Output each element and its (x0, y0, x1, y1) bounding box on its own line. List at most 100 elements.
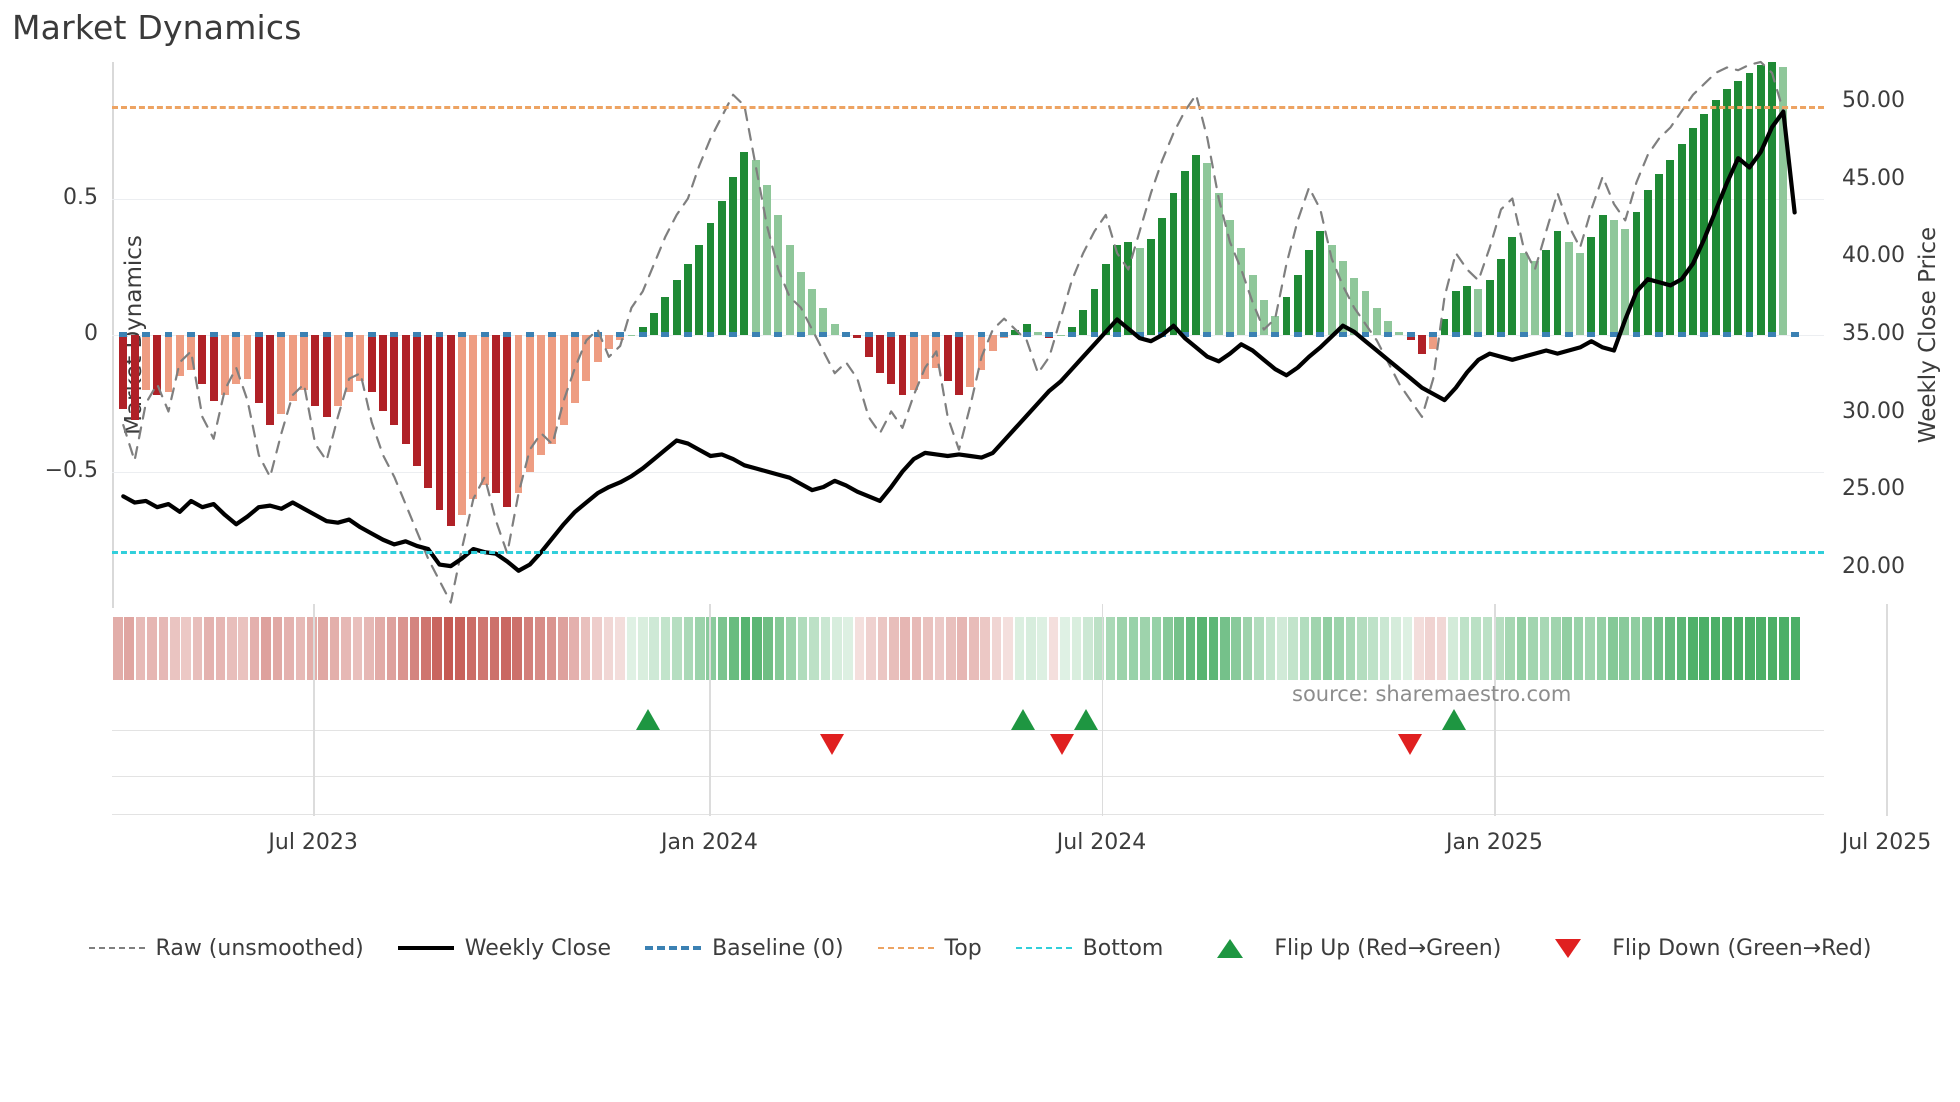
bar (480, 335, 489, 486)
heat-cell (1516, 617, 1527, 680)
y-axis-right-label: Weekly Close Price (1914, 226, 1941, 444)
bar (819, 307, 828, 335)
y-tick-left: −0.5 (44, 457, 98, 483)
heat-cell (341, 617, 351, 680)
flip-down-icon (1555, 938, 1582, 958)
flip-gridline (112, 730, 1824, 731)
raw-unsmoothed-line (122, 60, 1785, 604)
gridline (112, 471, 1824, 473)
baseline-segment (525, 332, 534, 337)
flip-down-marker[interactable] (1397, 734, 1422, 755)
heat-cell (1299, 617, 1310, 680)
baseline-segment (1722, 332, 1731, 337)
bar (627, 335, 636, 337)
heat-cell (238, 617, 249, 680)
heat-cell (934, 617, 945, 680)
heat-cell (1596, 617, 1607, 680)
flip-up-marker[interactable] (1074, 709, 1099, 730)
baseline-segment (1474, 332, 1483, 337)
heat-cell (580, 617, 591, 680)
bar (1779, 67, 1788, 335)
heat-cell (1699, 617, 1709, 680)
heat-cell (1368, 617, 1378, 680)
heat-cell (706, 617, 716, 680)
baseline-segment (367, 332, 376, 337)
bar (1214, 193, 1223, 335)
baseline-segment (1632, 332, 1641, 337)
heat-cell (900, 617, 911, 680)
legend-swatch (1015, 947, 1072, 949)
legend-swatch (397, 946, 454, 950)
heat-cell (1710, 617, 1721, 680)
bar (1508, 236, 1517, 335)
heat-cell (1025, 617, 1036, 680)
bar (446, 335, 455, 527)
x-tick-line (709, 604, 711, 816)
legend-label: Raw (unsmoothed) (155, 935, 364, 961)
regime-heat-strip (112, 617, 1824, 680)
baseline-segment (1293, 332, 1302, 337)
bar (909, 335, 918, 390)
legend-item-baseline[interactable]: Baseline (0) (645, 936, 844, 961)
flip-down-marker[interactable] (1050, 734, 1075, 755)
heat-cell (1493, 617, 1504, 680)
bar (1293, 274, 1302, 335)
legend-item-flip-down[interactable]: Flip Down (Green→Red) (1535, 936, 1871, 961)
bar (198, 335, 207, 385)
bar (1576, 253, 1584, 335)
heat-cell (466, 617, 477, 680)
baseline-segment (119, 332, 128, 337)
heat-cell (1436, 617, 1447, 680)
heat-cell (1539, 617, 1550, 680)
flip-down-marker[interactable] (819, 734, 844, 755)
heat-cell (1585, 617, 1595, 680)
heat-cell (284, 617, 294, 680)
heat-cell (1356, 617, 1367, 680)
legend-item-weekly-close[interactable]: Weekly Close (397, 936, 611, 961)
bar (616, 335, 625, 341)
baseline-segment (187, 332, 195, 337)
bar (1056, 335, 1065, 337)
heat-cell (272, 617, 283, 680)
heat-cell (774, 617, 785, 680)
heat-cell (957, 617, 968, 680)
legend-item-raw[interactable]: Raw (unsmoothed) (88, 935, 364, 961)
baseline-segment (1203, 332, 1212, 337)
legend-item-top[interactable]: Top (877, 936, 982, 961)
bar (1203, 163, 1212, 335)
baseline-segment (1135, 332, 1144, 337)
bar (1700, 113, 1709, 335)
heat-cell (124, 617, 134, 680)
heat-cell (831, 617, 842, 680)
legend-item-bottom[interactable]: Bottom (1015, 935, 1164, 961)
heat-cell (752, 617, 762, 680)
heat-cell (1448, 617, 1458, 680)
legend-item-flip-up[interactable]: Flip Up (Red→Green) (1197, 936, 1501, 961)
heat-cell (386, 617, 397, 680)
heat-cell (1630, 617, 1641, 680)
legend-label: Bottom (1082, 935, 1164, 961)
flip-up-marker[interactable] (1010, 709, 1035, 730)
bar (898, 335, 907, 396)
main-chart-panel: Market Dynamics Weekly Close Price 0.50−… (45, 60, 1941, 608)
flip-up-marker[interactable] (635, 709, 660, 730)
heat-cell (923, 617, 933, 680)
heat-cell (660, 617, 671, 680)
heat-cell (1117, 617, 1127, 680)
bar (796, 272, 805, 335)
bar (1610, 220, 1618, 335)
flip-up-marker[interactable] (1442, 709, 1467, 730)
bar (977, 335, 986, 371)
bar (266, 335, 275, 426)
baseline-segment (1113, 332, 1121, 337)
heat-cell (1471, 617, 1481, 680)
legend-label: Flip Down (Green→Red) (1612, 935, 1872, 961)
bar (717, 201, 726, 335)
baseline-segment (1271, 332, 1280, 337)
bar (604, 335, 613, 349)
baseline-segment (1384, 332, 1393, 337)
heat-cell (786, 617, 796, 680)
baseline-segment (503, 332, 512, 337)
x-tick-label: Jul 2023 (268, 830, 358, 855)
bar (1689, 127, 1697, 335)
